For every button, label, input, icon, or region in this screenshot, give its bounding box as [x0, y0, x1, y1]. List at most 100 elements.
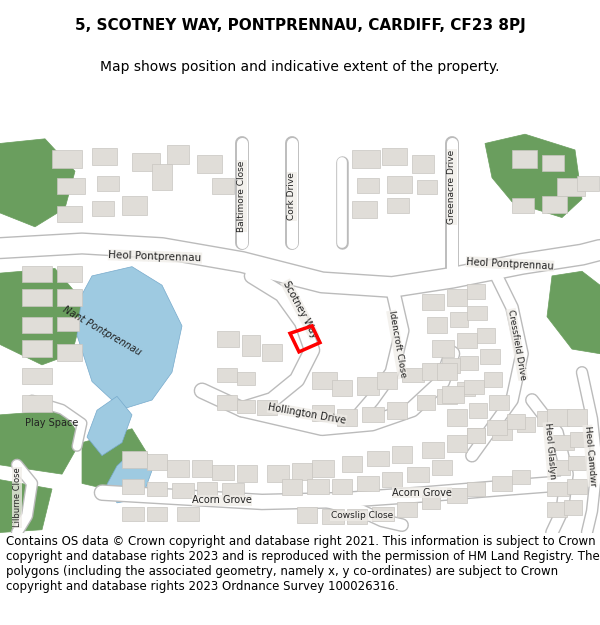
Polygon shape	[217, 368, 237, 382]
Polygon shape	[492, 423, 512, 440]
Polygon shape	[407, 467, 429, 481]
Polygon shape	[469, 403, 487, 418]
Polygon shape	[517, 417, 535, 431]
Polygon shape	[547, 502, 567, 517]
Polygon shape	[0, 410, 82, 474]
Polygon shape	[457, 381, 475, 396]
Polygon shape	[122, 196, 147, 215]
Polygon shape	[197, 154, 222, 173]
Polygon shape	[392, 446, 412, 463]
Text: Cressfield Drive: Cressfield Drive	[506, 308, 527, 381]
Text: 5, SCOTNEY WAY, PONTPRENNAU, CARDIFF, CF23 8PJ: 5, SCOTNEY WAY, PONTPRENNAU, CARDIFF, CF…	[74, 18, 526, 33]
Polygon shape	[492, 476, 512, 491]
Polygon shape	[489, 396, 509, 410]
Polygon shape	[322, 509, 344, 524]
Polygon shape	[147, 481, 167, 496]
Polygon shape	[267, 465, 289, 481]
Polygon shape	[22, 368, 52, 384]
Polygon shape	[292, 463, 312, 480]
Polygon shape	[467, 428, 485, 442]
Polygon shape	[57, 266, 82, 282]
Polygon shape	[352, 150, 380, 169]
Polygon shape	[312, 404, 334, 421]
Polygon shape	[447, 435, 467, 452]
Polygon shape	[122, 451, 147, 468]
Polygon shape	[22, 266, 52, 282]
Polygon shape	[22, 340, 52, 356]
Polygon shape	[167, 145, 189, 164]
Polygon shape	[357, 476, 379, 491]
Polygon shape	[568, 456, 586, 471]
Polygon shape	[447, 409, 467, 426]
Polygon shape	[577, 176, 599, 191]
Polygon shape	[57, 344, 82, 361]
Polygon shape	[512, 150, 537, 169]
Text: Cowslip Close: Cowslip Close	[331, 511, 393, 521]
Polygon shape	[337, 409, 357, 426]
Text: Lilburne Close: Lilburne Close	[13, 468, 22, 527]
Polygon shape	[52, 150, 82, 169]
Polygon shape	[422, 494, 440, 509]
Text: Acorn Grove: Acorn Grove	[392, 488, 452, 498]
Polygon shape	[447, 289, 467, 306]
Polygon shape	[564, 500, 582, 515]
Polygon shape	[542, 154, 564, 171]
Polygon shape	[387, 402, 407, 419]
Polygon shape	[312, 372, 337, 389]
Polygon shape	[22, 289, 52, 306]
Polygon shape	[422, 442, 444, 458]
Polygon shape	[397, 502, 417, 517]
Polygon shape	[377, 372, 397, 389]
Polygon shape	[0, 269, 85, 365]
Polygon shape	[547, 271, 600, 354]
Polygon shape	[57, 317, 79, 331]
Polygon shape	[457, 333, 477, 348]
Polygon shape	[467, 428, 485, 442]
Polygon shape	[547, 481, 569, 496]
Polygon shape	[0, 139, 75, 227]
Polygon shape	[332, 479, 352, 494]
Polygon shape	[92, 148, 117, 165]
Polygon shape	[212, 177, 234, 194]
Polygon shape	[417, 179, 437, 194]
Polygon shape	[357, 377, 379, 396]
Polygon shape	[557, 177, 585, 196]
Polygon shape	[262, 344, 282, 361]
Polygon shape	[217, 331, 239, 348]
Polygon shape	[547, 409, 569, 426]
Polygon shape	[132, 152, 160, 171]
Text: Play Space: Play Space	[25, 418, 79, 428]
Polygon shape	[542, 196, 567, 213]
Polygon shape	[332, 379, 352, 396]
Polygon shape	[122, 507, 144, 521]
Polygon shape	[0, 480, 52, 532]
Polygon shape	[237, 465, 257, 481]
Polygon shape	[362, 408, 384, 422]
Text: Contains OS data © Crown copyright and database right 2021. This information is : Contains OS data © Crown copyright and d…	[6, 535, 600, 593]
Polygon shape	[460, 356, 478, 371]
Text: Hollington Drive: Hollington Drive	[267, 402, 347, 426]
Text: Cork Drive: Cork Drive	[287, 173, 296, 220]
Text: Greenacre Drive: Greenacre Drive	[448, 150, 457, 224]
Text: Baltimore Close: Baltimore Close	[238, 161, 247, 232]
Polygon shape	[167, 460, 189, 477]
Polygon shape	[450, 312, 468, 327]
Polygon shape	[152, 164, 172, 190]
Polygon shape	[480, 349, 500, 364]
Polygon shape	[237, 400, 255, 413]
Polygon shape	[172, 483, 194, 498]
Polygon shape	[312, 460, 334, 477]
Text: Acorn Grove: Acorn Grove	[192, 495, 252, 505]
Polygon shape	[412, 154, 434, 173]
Polygon shape	[82, 429, 152, 493]
Polygon shape	[387, 198, 409, 213]
Polygon shape	[197, 481, 217, 496]
Polygon shape	[147, 507, 167, 521]
Polygon shape	[217, 396, 237, 410]
Polygon shape	[147, 454, 167, 471]
Polygon shape	[417, 396, 435, 410]
Polygon shape	[467, 481, 485, 496]
Polygon shape	[484, 372, 502, 387]
Polygon shape	[282, 479, 302, 496]
Polygon shape	[212, 465, 234, 480]
